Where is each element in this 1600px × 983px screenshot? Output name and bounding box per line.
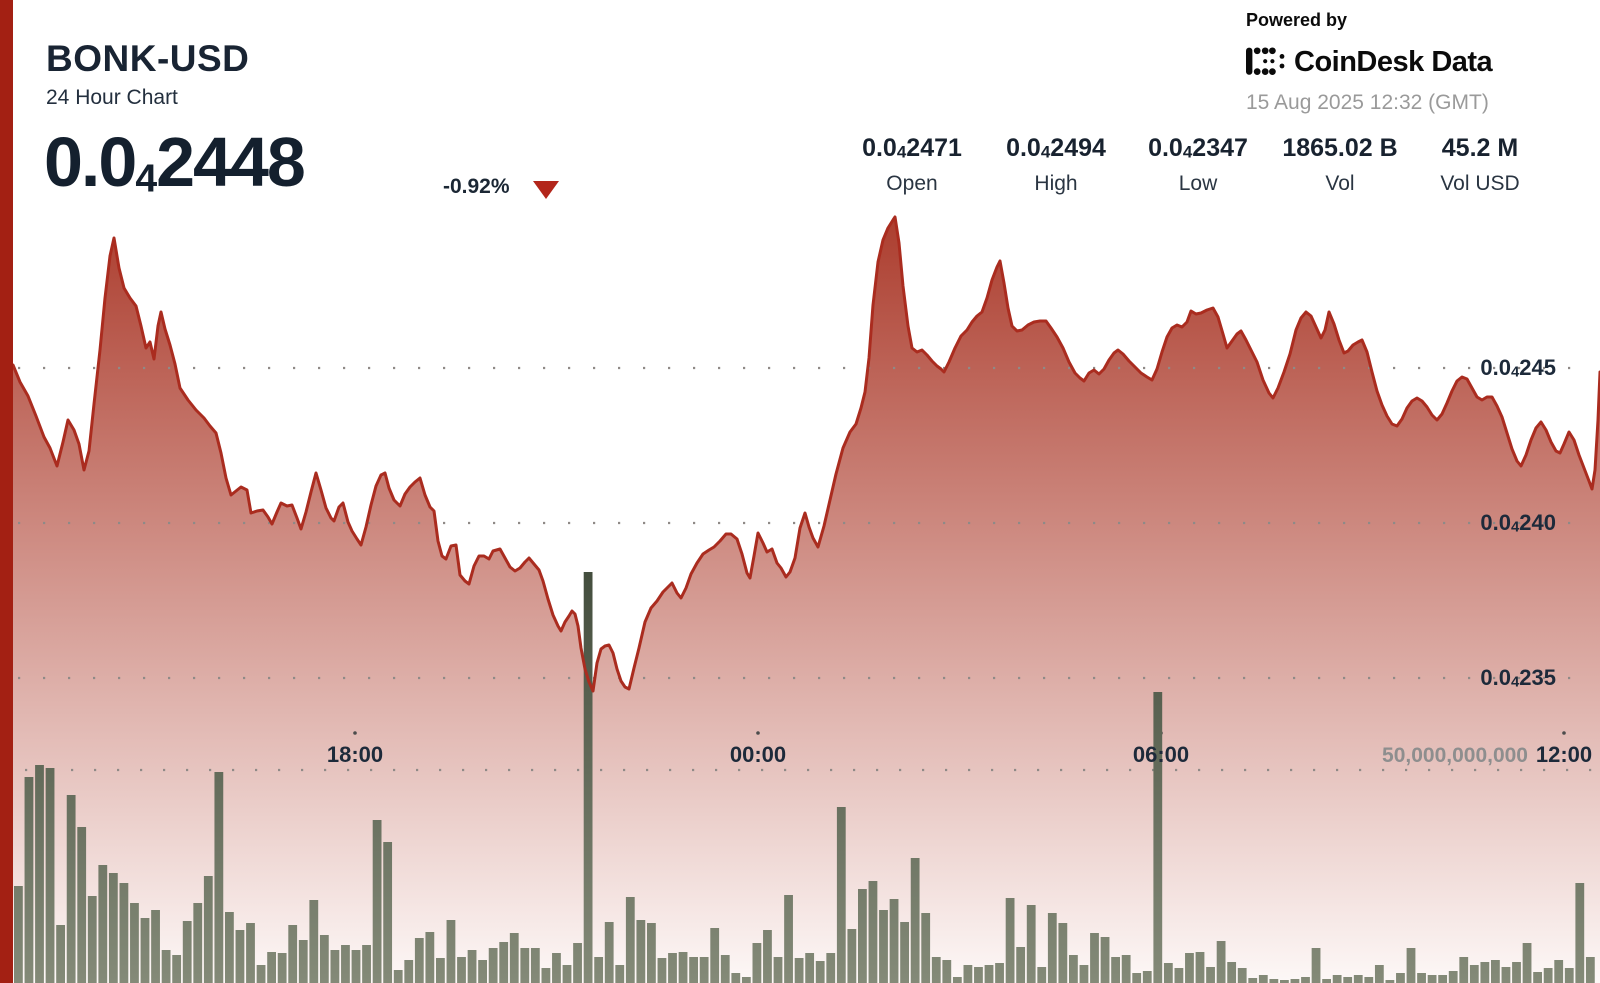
stat-vol: 1865.02 B Vol [1282,134,1397,196]
price-digits: 2448 [156,123,306,201]
stat-vol-usd-label: Vol USD [1440,172,1520,195]
left-accent-bar [0,0,13,983]
stat-high-value: 0.042494 [1006,134,1106,162]
x-axis-label-1800: 18:00 [326,742,384,767]
stat-open-label: Open [886,172,938,195]
stat-vol-usd: 45.2 M Vol USD [1440,134,1519,196]
stat-low: 0.042347 Low [1148,134,1248,196]
volume-axis-label: 50,000,000,000 [1382,744,1528,767]
powered-by-label: Powered by [1246,10,1348,30]
coindesk-logo-text: CoinDesk Data [1294,45,1493,78]
stat-vol-value: 1865.02 B [1282,134,1398,162]
current-price: 0.042448 [44,122,306,202]
timestamp: 15 Aug 2025 12:32 (GMT) [1246,91,1489,114]
y-axis-label-235: 0.04235 [1480,665,1556,691]
stat-low-label: Low [1178,172,1218,195]
branding-block: Powered by CoinDesk Data 15 Aug 2025 12:… [1246,10,1558,115]
x-axis-label-1200: 12:00 [1535,742,1593,767]
stat-high-label: High [1034,172,1078,195]
stat-high: 0.042494 High [1006,134,1106,196]
x-axis-label-0600: 06:00 [1132,742,1190,767]
y-axis-label-240: 0.04240 [1480,510,1556,536]
stat-vol-label: Vol [1325,172,1355,195]
stat-vol-usd-value: 45.2 M [1441,134,1519,162]
stat-low-value: 0.042347 [1148,134,1248,162]
stat-open-value: 0.042471 [862,134,962,162]
symbol-title: BONK-USD [46,38,250,79]
stat-open: 0.042471 Open [862,134,962,196]
price-prefix: 0.0 [44,123,137,201]
y-axis-label-245: 0.04245 [1480,355,1556,381]
coindesk-logo-icon [1246,47,1285,75]
chart-period-subtitle: 24 Hour Chart [46,86,178,109]
x-axis-label-0000: 00:00 [729,742,787,767]
price-subscript: 4 [135,157,157,201]
percent-change: -0.92% [443,175,510,198]
coindesk-logo[interactable]: CoinDesk Data [1246,42,1558,82]
triangle-down-icon [533,181,559,199]
